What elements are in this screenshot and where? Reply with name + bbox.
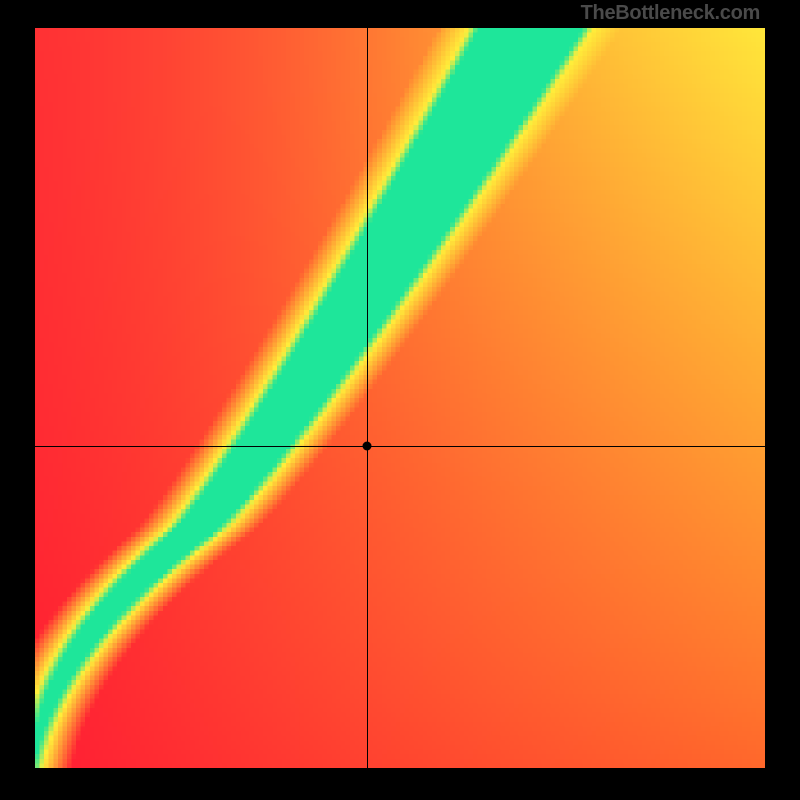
- chart-container: TheBottleneck.com: [0, 0, 800, 800]
- watermark-text: TheBottleneck.com: [581, 2, 760, 25]
- plot-area: [35, 28, 765, 768]
- heatmap-canvas: [35, 28, 765, 768]
